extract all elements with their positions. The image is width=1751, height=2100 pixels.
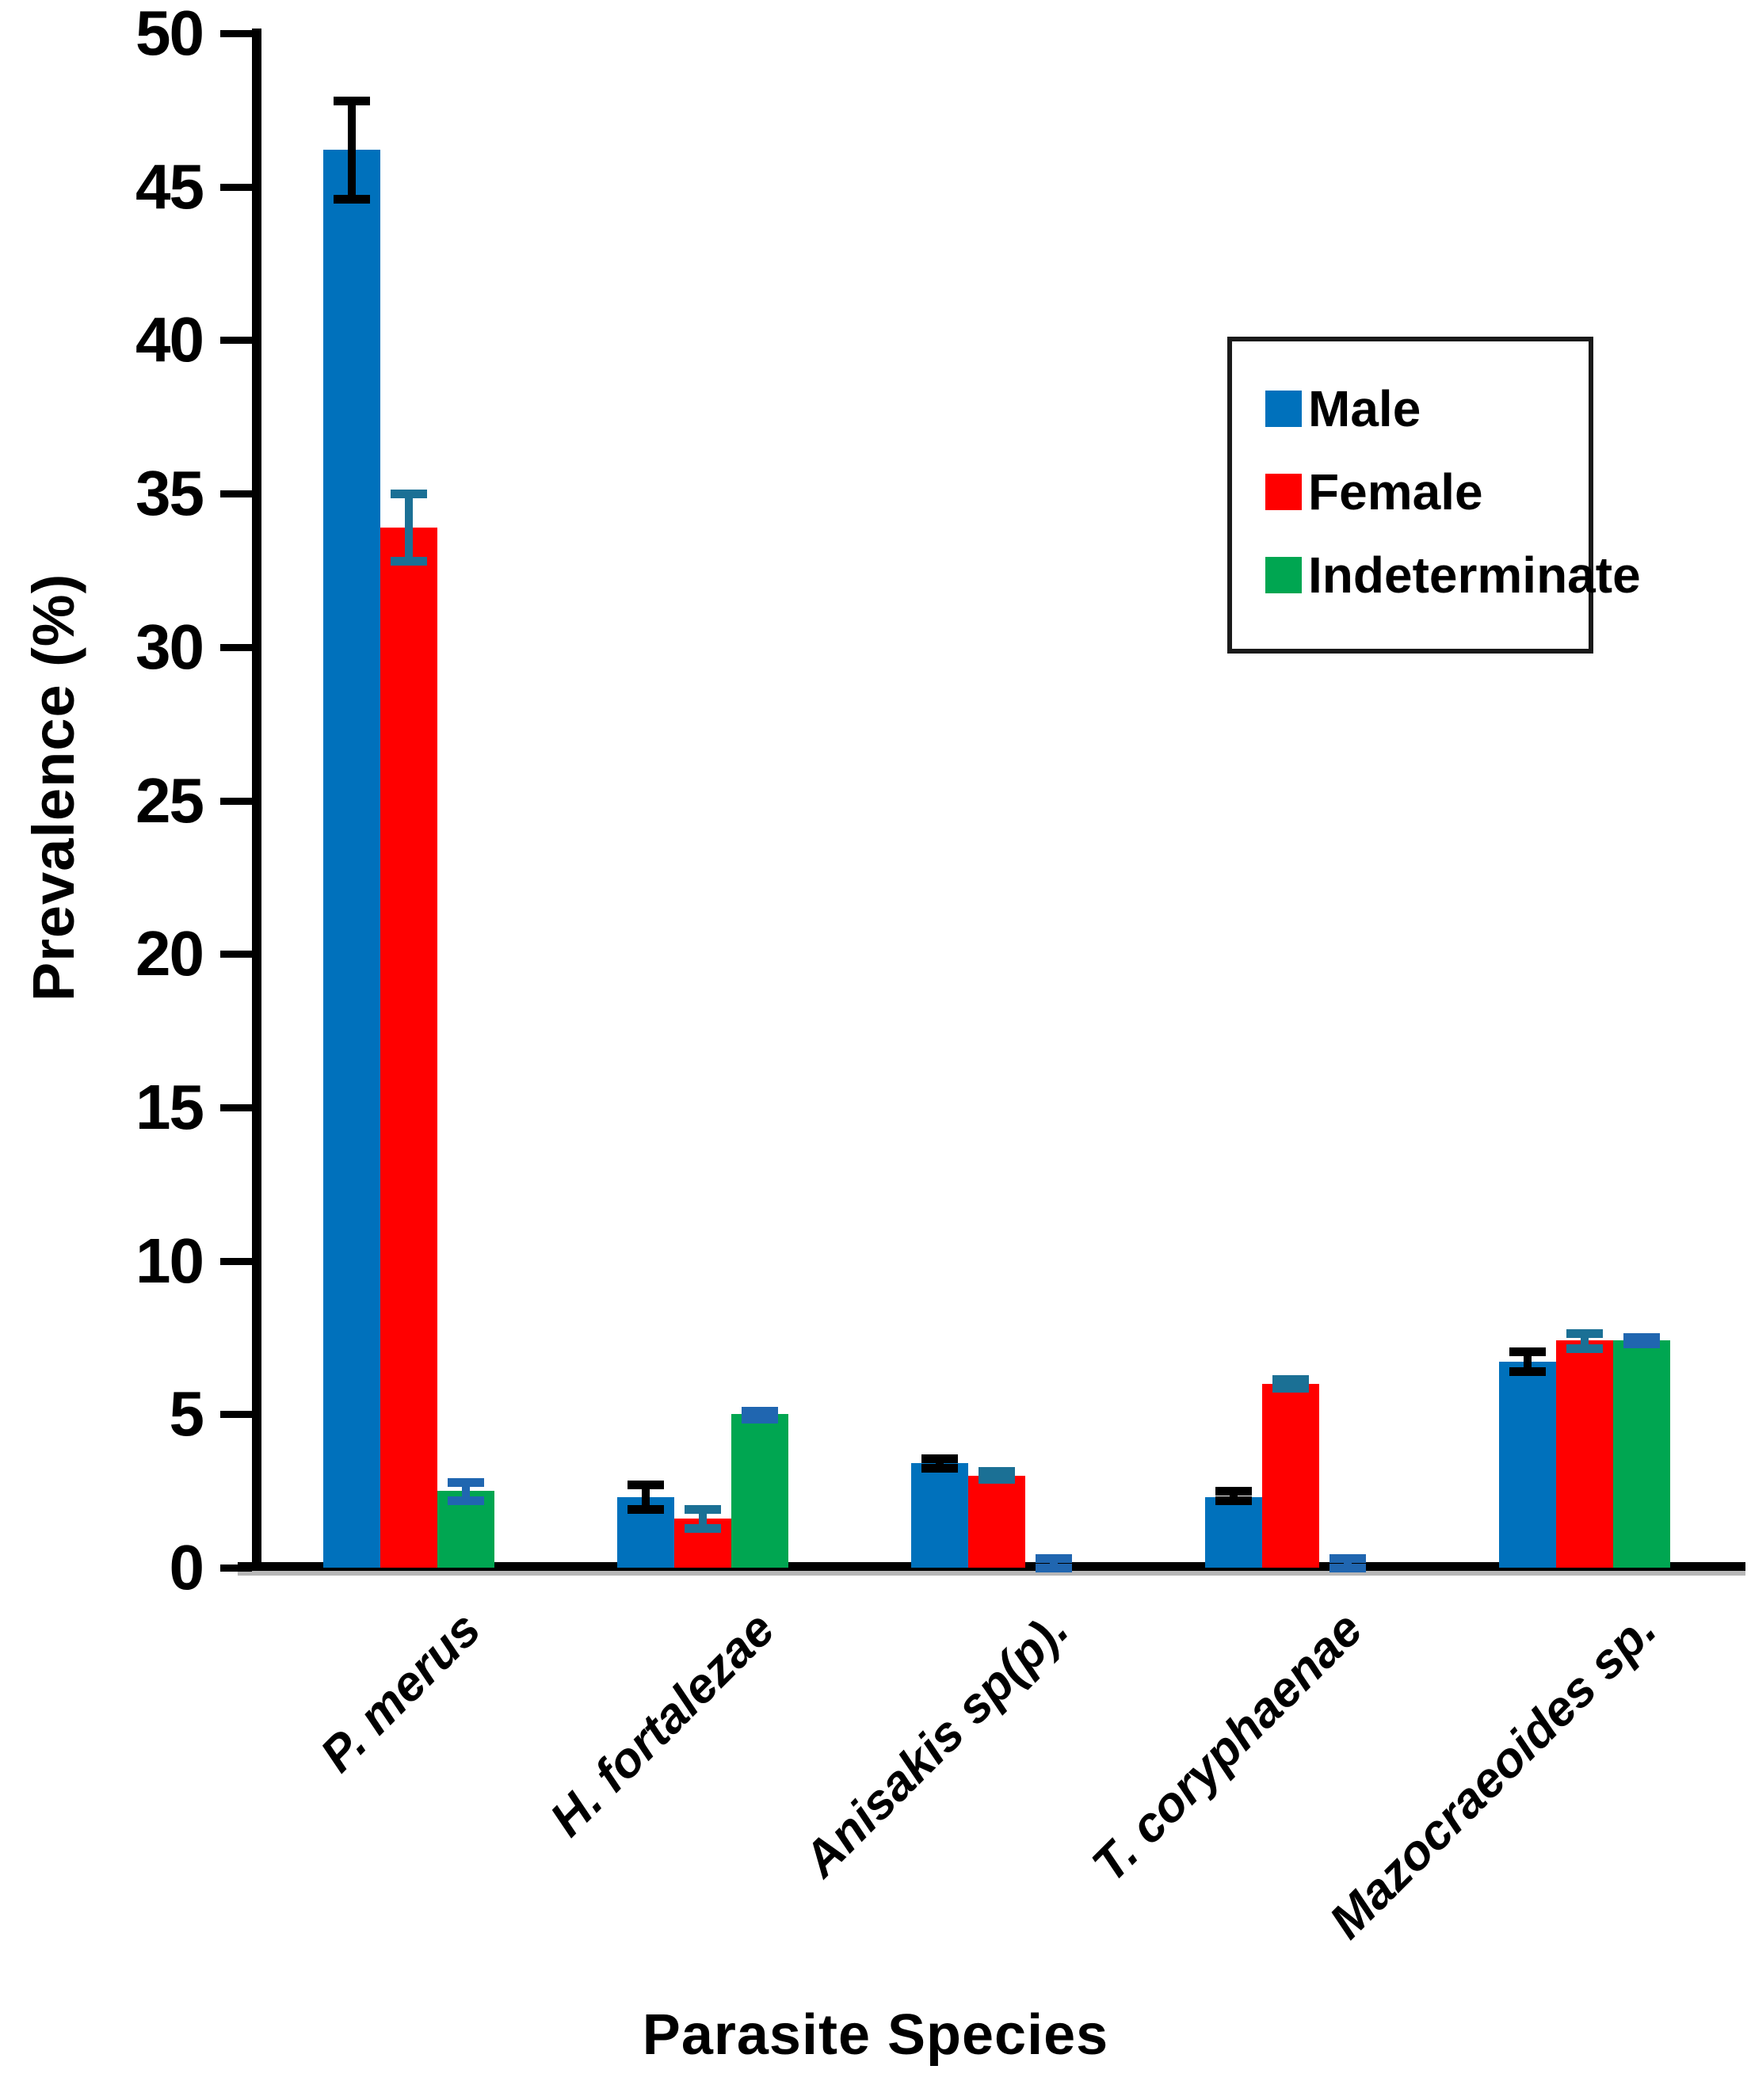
y-tick-label: 25: [135, 764, 204, 836]
y-tick-label: 0: [169, 1532, 205, 1603]
legend-swatch-female: [1265, 474, 1302, 510]
error-bar-cap: [921, 1464, 958, 1473]
y-tick-label: 15: [135, 1071, 204, 1142]
bar-male-1: [322, 150, 380, 1568]
error-bar-cap: [1329, 1564, 1366, 1572]
error-bar-male: [641, 1484, 650, 1510]
error-bar-cap: [390, 490, 427, 499]
error-bar-cap: [1035, 1564, 1072, 1572]
bar-female-5: [1555, 1340, 1613, 1568]
y-axis-tick: [220, 490, 252, 498]
y-tick-label: 30: [135, 611, 204, 682]
y-tick-label: 10: [135, 1225, 204, 1296]
legend-swatch-male: [1265, 391, 1302, 427]
legend: Male Female Indeterminate: [1227, 337, 1641, 654]
bar-indeterminate-2: [731, 1414, 788, 1568]
bar-female-4: [1261, 1383, 1319, 1568]
error-bar-cap: [1272, 1384, 1309, 1393]
y-axis-tick: [220, 797, 252, 805]
legend-label-female: Female: [1308, 463, 1483, 520]
legend-swatch-indeterminate: [1265, 557, 1302, 593]
error-bar-cap: [921, 1454, 958, 1464]
legend-item-female: Female: [1265, 466, 1565, 518]
x-axis-line: [238, 1562, 1745, 1576]
error-bar-cap: [978, 1474, 1015, 1484]
y-axis-tick: [220, 1257, 252, 1265]
y-tick-label: 45: [135, 151, 204, 222]
y-axis-tick: [220, 1411, 252, 1419]
y-axis-tick: [220, 30, 252, 37]
error-bar-cap: [1215, 1487, 1252, 1496]
error-bar-cap: [684, 1505, 721, 1515]
error-bar-cap: [627, 1505, 664, 1515]
error-bar-female: [404, 494, 413, 562]
legend-item-male: Male: [1265, 383, 1565, 435]
bar-female-1: [380, 527, 437, 1568]
error-bar-male: [1523, 1351, 1532, 1372]
y-axis-tick: [220, 643, 252, 651]
error-bar-cap: [684, 1523, 721, 1533]
error-bar-cap: [1215, 1496, 1252, 1505]
y-axis-line: [252, 29, 261, 1571]
error-bar-cap: [1329, 1554, 1366, 1564]
error-bar-indeterminate: [461, 1481, 470, 1500]
error-bar-cap: [1566, 1328, 1603, 1338]
error-bar-male: [347, 101, 356, 200]
error-bar-cap: [333, 97, 370, 106]
error-bar-cap: [447, 1496, 484, 1505]
x-axis-title: Parasite Species: [642, 2003, 1109, 2067]
y-axis-tick: [220, 1565, 252, 1572]
error-bar-cap: [1509, 1367, 1546, 1377]
error-bar-cap: [1566, 1344, 1603, 1353]
error-bar-cap: [1623, 1340, 1660, 1349]
y-tick-label: 40: [135, 304, 204, 375]
error-bar-cap: [390, 557, 427, 566]
y-axis-tick: [220, 1103, 252, 1111]
y-tick-label: 20: [135, 918, 204, 989]
bar-male-3: [910, 1463, 968, 1568]
error-bar-cap: [1509, 1347, 1546, 1356]
error-bar-cap: [333, 195, 370, 204]
legend-label-indeterminate: Indeterminate: [1308, 547, 1641, 604]
error-bar-cap: [978, 1466, 1015, 1476]
bar-female-3: [967, 1475, 1025, 1568]
error-bar-cap: [447, 1477, 484, 1487]
error-bar-cap: [741, 1407, 778, 1416]
y-tick-label: 50: [135, 0, 204, 68]
error-bar-cap: [1272, 1374, 1309, 1384]
error-bar-cap: [1623, 1333, 1660, 1343]
y-tick-label: 35: [135, 458, 204, 529]
error-bar-female: [1580, 1332, 1589, 1348]
y-axis-tick: [220, 951, 252, 959]
error-bar-cap: [1035, 1554, 1072, 1564]
y-axis-tick: [220, 337, 252, 345]
bar-male-4: [1204, 1496, 1262, 1568]
y-axis-tick: [220, 183, 252, 191]
y-tick-label: 5: [169, 1378, 205, 1450]
bar-indeterminate-5: [1612, 1340, 1670, 1568]
error-bar-cap: [627, 1481, 664, 1490]
legend-label-male: Male: [1308, 380, 1421, 437]
error-bar-female: [698, 1509, 707, 1528]
legend-item-indeterminate: Indeterminate: [1265, 549, 1641, 601]
bar-male-5: [1498, 1362, 1556, 1568]
error-bar-cap: [741, 1415, 778, 1424]
